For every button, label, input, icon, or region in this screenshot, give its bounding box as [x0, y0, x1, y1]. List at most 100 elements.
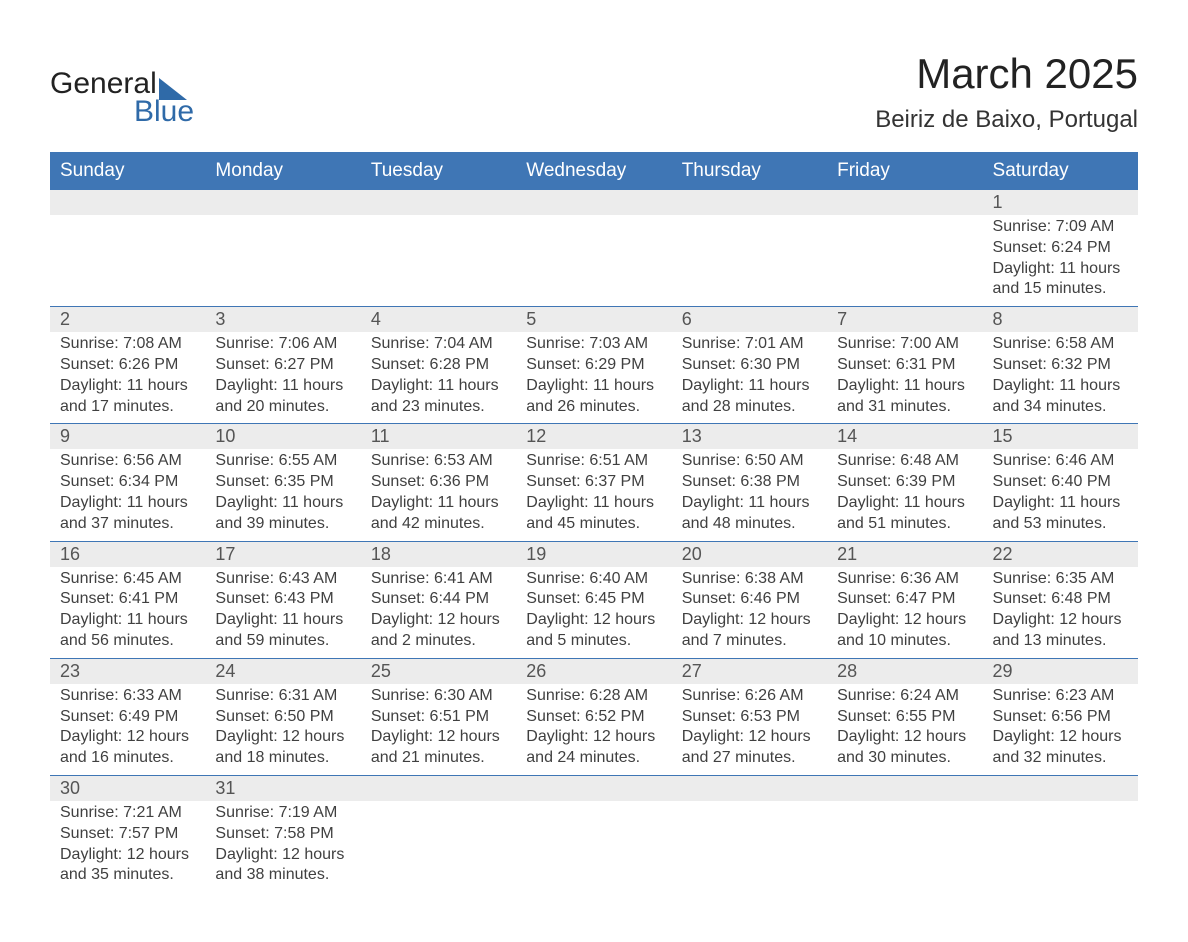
- daylight-line-1: Daylight: 11 hours: [993, 376, 1128, 397]
- detail-strip: Sunrise: 6:45 AMSunset: 6:41 PMDaylight:…: [50, 567, 1138, 658]
- daylight-line-2: and 30 minutes.: [837, 748, 972, 769]
- sunrise-line: Sunrise: 6:55 AM: [215, 451, 350, 472]
- daylight-line-1: Daylight: 11 hours: [993, 259, 1128, 280]
- day-detail: Sunrise: 6:28 AMSunset: 6:52 PMDaylight:…: [516, 684, 671, 775]
- calendar: SundayMondayTuesdayWednesdayThursdayFrid…: [50, 152, 1138, 892]
- daylight-line-1: Daylight: 11 hours: [682, 376, 817, 397]
- day-detail: Sunrise: 6:30 AMSunset: 6:51 PMDaylight:…: [361, 684, 516, 775]
- sunrise-line: Sunrise: 6:41 AM: [371, 569, 506, 590]
- day-number: [672, 776, 827, 801]
- day-number: 17: [205, 542, 360, 567]
- daylight-line-2: and 59 minutes.: [215, 631, 350, 652]
- sunrise-line: Sunrise: 7:00 AM: [837, 334, 972, 355]
- detail-strip: Sunrise: 6:33 AMSunset: 6:49 PMDaylight:…: [50, 684, 1138, 775]
- daylight-line-1: Daylight: 11 hours: [60, 376, 195, 397]
- day-number: 7: [827, 307, 982, 332]
- day-detail: Sunrise: 7:19 AMSunset: 7:58 PMDaylight:…: [205, 801, 360, 892]
- day-detail: Sunrise: 6:48 AMSunset: 6:39 PMDaylight:…: [827, 449, 982, 540]
- sunrise-line: Sunrise: 6:23 AM: [993, 686, 1128, 707]
- sunrise-line: Sunrise: 7:21 AM: [60, 803, 195, 824]
- daylight-line-2: and 10 minutes.: [837, 631, 972, 652]
- day-number: [672, 190, 827, 215]
- sunset-line: Sunset: 6:26 PM: [60, 355, 195, 376]
- day-number: 28: [827, 659, 982, 684]
- sunrise-line: Sunrise: 6:43 AM: [215, 569, 350, 590]
- sunset-line: Sunset: 6:44 PM: [371, 589, 506, 610]
- sunset-line: Sunset: 6:47 PM: [837, 589, 972, 610]
- daylight-line-2: and 23 minutes.: [371, 397, 506, 418]
- sunrise-line: Sunrise: 6:33 AM: [60, 686, 195, 707]
- day-number: 21: [827, 542, 982, 567]
- sunset-line: Sunset: 6:39 PM: [837, 472, 972, 493]
- daylight-line-2: and 2 minutes.: [371, 631, 506, 652]
- sunrise-line: Sunrise: 6:28 AM: [526, 686, 661, 707]
- daylight-line-1: Daylight: 11 hours: [371, 493, 506, 514]
- daylight-line-2: and 31 minutes.: [837, 397, 972, 418]
- daylight-line-2: and 20 minutes.: [215, 397, 350, 418]
- day-detail: Sunrise: 6:55 AMSunset: 6:35 PMDaylight:…: [205, 449, 360, 540]
- day-detail: Sunrise: 6:38 AMSunset: 6:46 PMDaylight:…: [672, 567, 827, 658]
- day-detail: [516, 801, 671, 892]
- daynum-strip: 1: [50, 190, 1138, 215]
- dayname-cell: Saturday: [983, 152, 1138, 190]
- daylight-line-1: Daylight: 12 hours: [371, 610, 506, 631]
- day-detail: Sunrise: 6:33 AMSunset: 6:49 PMDaylight:…: [50, 684, 205, 775]
- day-number: 16: [50, 542, 205, 567]
- day-number: 11: [361, 424, 516, 449]
- calendar-header-row: SundayMondayTuesdayWednesdayThursdayFrid…: [50, 152, 1138, 190]
- sunset-line: Sunset: 6:29 PM: [526, 355, 661, 376]
- sunset-line: Sunset: 6:50 PM: [215, 707, 350, 728]
- day-number: [827, 776, 982, 801]
- daylight-line-1: Daylight: 11 hours: [993, 493, 1128, 514]
- day-number: [361, 776, 516, 801]
- sunrise-line: Sunrise: 7:08 AM: [60, 334, 195, 355]
- dayname-cell: Sunday: [50, 152, 205, 190]
- day-number: [50, 190, 205, 215]
- day-number: 29: [983, 659, 1138, 684]
- daylight-line-2: and 13 minutes.: [993, 631, 1128, 652]
- dayname-cell: Friday: [827, 152, 982, 190]
- day-detail: Sunrise: 6:50 AMSunset: 6:38 PMDaylight:…: [672, 449, 827, 540]
- sunset-line: Sunset: 6:51 PM: [371, 707, 506, 728]
- sunset-line: Sunset: 6:52 PM: [526, 707, 661, 728]
- day-number: 23: [50, 659, 205, 684]
- detail-strip: Sunrise: 7:08 AMSunset: 6:26 PMDaylight:…: [50, 332, 1138, 423]
- sunset-line: Sunset: 6:41 PM: [60, 589, 195, 610]
- day-number: 25: [361, 659, 516, 684]
- daynum-strip: 16171819202122: [50, 542, 1138, 567]
- daylight-line-2: and 17 minutes.: [60, 397, 195, 418]
- daylight-line-2: and 18 minutes.: [215, 748, 350, 769]
- day-detail: Sunrise: 6:35 AMSunset: 6:48 PMDaylight:…: [983, 567, 1138, 658]
- day-number: 30: [50, 776, 205, 801]
- day-number: 4: [361, 307, 516, 332]
- day-detail: [50, 215, 205, 306]
- detail-strip: Sunrise: 7:09 AMSunset: 6:24 PMDaylight:…: [50, 215, 1138, 306]
- day-number: 3: [205, 307, 360, 332]
- daylight-line-2: and 28 minutes.: [682, 397, 817, 418]
- day-detail: Sunrise: 6:56 AMSunset: 6:34 PMDaylight:…: [50, 449, 205, 540]
- sunset-line: Sunset: 6:43 PM: [215, 589, 350, 610]
- month-title: March 2025: [875, 50, 1138, 98]
- sunrise-line: Sunrise: 7:09 AM: [993, 217, 1128, 238]
- sunset-line: Sunset: 6:36 PM: [371, 472, 506, 493]
- sunrise-line: Sunrise: 7:06 AM: [215, 334, 350, 355]
- day-detail: Sunrise: 6:51 AMSunset: 6:37 PMDaylight:…: [516, 449, 671, 540]
- day-number: 5: [516, 307, 671, 332]
- calendar-week: 1Sunrise: 7:09 AMSunset: 6:24 PMDaylight…: [50, 190, 1138, 306]
- day-number: [361, 190, 516, 215]
- logo-word2: Blue: [134, 96, 194, 128]
- day-number: [516, 190, 671, 215]
- day-detail: Sunrise: 6:58 AMSunset: 6:32 PMDaylight:…: [983, 332, 1138, 423]
- calendar-week: 3031Sunrise: 7:21 AMSunset: 7:57 PMDayli…: [50, 775, 1138, 892]
- daylight-line-1: Daylight: 12 hours: [526, 727, 661, 748]
- day-number: 15: [983, 424, 1138, 449]
- day-detail: [205, 215, 360, 306]
- day-number: [983, 776, 1138, 801]
- daylight-line-2: and 38 minutes.: [215, 865, 350, 886]
- sunrise-line: Sunrise: 6:26 AM: [682, 686, 817, 707]
- daylight-line-1: Daylight: 11 hours: [837, 376, 972, 397]
- location-subtitle: Beiriz de Baixo, Portugal: [875, 106, 1138, 134]
- day-number: 19: [516, 542, 671, 567]
- day-detail: Sunrise: 7:01 AMSunset: 6:30 PMDaylight:…: [672, 332, 827, 423]
- day-number: [516, 776, 671, 801]
